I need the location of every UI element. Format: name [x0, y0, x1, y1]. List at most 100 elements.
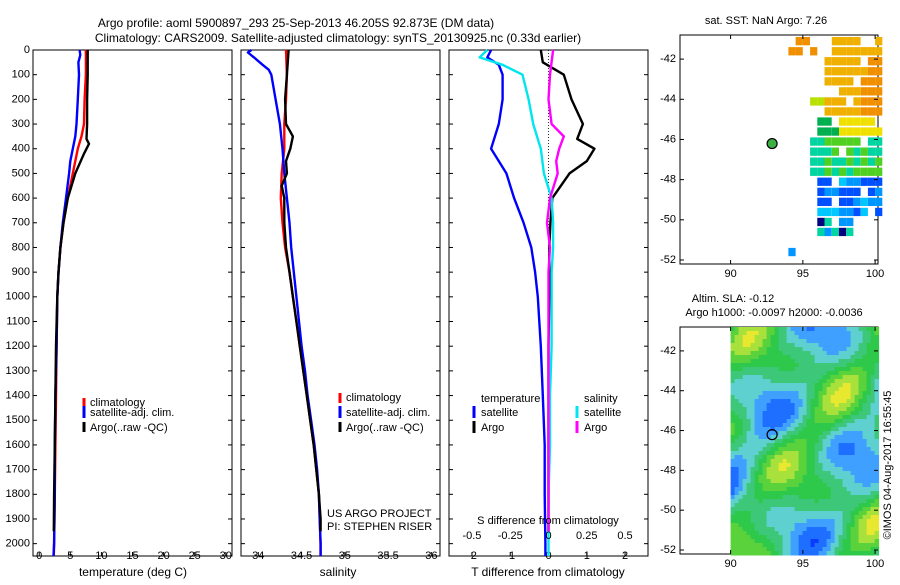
sla-pixel: [866, 475, 872, 480]
sla-pixel: [870, 431, 876, 436]
sla-pixel: [770, 531, 776, 536]
sla-pixel: [786, 447, 792, 452]
sla-pixel: [778, 535, 784, 540]
sla-pixel: [742, 471, 748, 476]
sla-pixel: [758, 451, 764, 456]
sla-pixel: [814, 531, 820, 536]
sla-pixel: [730, 387, 736, 392]
sla-pixel: [766, 431, 772, 436]
sla-pixel: [874, 519, 880, 524]
sla-pixel: [862, 511, 868, 516]
sla-pixel: [786, 507, 792, 512]
sla-pixel: [790, 519, 796, 524]
sla-pixel: [758, 491, 764, 496]
sla-pixel: [794, 507, 800, 512]
sla-pixel: [802, 551, 808, 556]
sla-pixel: [730, 351, 736, 356]
sla-pixel: [738, 495, 744, 500]
sla-pixel: [834, 475, 840, 480]
sla-pixel: [774, 371, 780, 376]
sla-pixel: [806, 367, 812, 372]
sla-pixel: [802, 443, 808, 448]
sla-pixel: [746, 415, 752, 420]
sla-pixel: [830, 419, 836, 424]
sla-pixel: [846, 523, 852, 528]
sst-pixel: [846, 217, 854, 227]
sla-pixel: [834, 467, 840, 472]
sla-pixel: [854, 495, 860, 500]
sla-pixel: [854, 331, 860, 336]
sla-pixel: [850, 467, 856, 472]
sla-pixel: [806, 387, 812, 392]
sla-pixel: [774, 375, 780, 380]
sla-pixel: [802, 403, 808, 408]
sla-pixel: [818, 535, 824, 540]
sla-pixel: [754, 451, 760, 456]
sla-pixel: [822, 439, 828, 444]
sla-pixel: [814, 411, 820, 416]
sla-pixel: [782, 339, 788, 344]
sla-pixel: [810, 475, 816, 480]
sla-pixel: [822, 435, 828, 440]
sla-pixel: [862, 503, 868, 508]
sla-pixel: [770, 423, 776, 428]
sla-pixel: [786, 387, 792, 392]
sla-pixel: [826, 339, 832, 344]
sla-pixel: [806, 471, 812, 476]
sst-pixel: [824, 157, 832, 166]
sla-pixel: [738, 451, 744, 456]
sla-pixel: [730, 487, 736, 492]
sst-pixel: [831, 47, 839, 56]
sla-pixel: [782, 363, 788, 368]
sla-pixel: [842, 547, 848, 552]
sla-pixel: [774, 347, 780, 352]
sla-pixel: [814, 479, 820, 484]
sla-pixel: [738, 479, 744, 484]
sla-pixel: [774, 399, 780, 404]
sla-pixel: [774, 379, 780, 384]
sla-pixel: [870, 483, 876, 488]
sla-pixel: [842, 511, 848, 516]
sla-pixel: [770, 503, 776, 508]
sla-pixel: [766, 411, 772, 416]
sla-pixel: [762, 435, 768, 440]
sla-pixel: [806, 399, 812, 404]
sla-pixel: [826, 491, 832, 496]
sst-pixel: [875, 197, 883, 206]
sla-pixel: [830, 335, 836, 340]
sla-pixel: [862, 515, 868, 520]
sla-pixel: [834, 551, 840, 556]
sla-pixel: [838, 487, 844, 492]
sla-pixel: [762, 479, 768, 484]
sla-pixel: [814, 515, 820, 520]
sla-pixel: [746, 375, 752, 380]
sla-pixel: [870, 343, 876, 348]
sla-pixel: [814, 451, 820, 456]
sla-pixel: [810, 455, 816, 460]
sla-pixel: [790, 451, 796, 456]
sla-pixel: [758, 551, 764, 556]
sla-pixel: [810, 411, 816, 416]
sla-pixel: [770, 339, 776, 344]
sla-pixel: [750, 511, 756, 516]
sla-pixel: [754, 339, 760, 344]
sla-pixel: [778, 463, 784, 468]
sla-pixel: [798, 551, 804, 556]
sla-pixel: [794, 371, 800, 376]
sla-pixel: [810, 471, 816, 476]
sla-pixel: [862, 423, 868, 428]
sla-pixel: [858, 335, 864, 340]
s-tick-label: -0.25: [498, 530, 523, 542]
sla-pixel: [778, 527, 784, 532]
sla-pixel: [746, 523, 752, 528]
sla-pixel: [798, 507, 804, 512]
sla-pixel: [794, 471, 800, 476]
sla-pixel: [874, 399, 880, 404]
sla-pixel: [778, 447, 784, 452]
x-tick-label: 95: [797, 558, 809, 570]
sla-pixel: [830, 535, 836, 540]
sla-pixel: [750, 495, 756, 500]
sla-pixel: [790, 367, 796, 372]
sla-pixel: [858, 483, 864, 488]
sla-pixel: [858, 427, 864, 432]
